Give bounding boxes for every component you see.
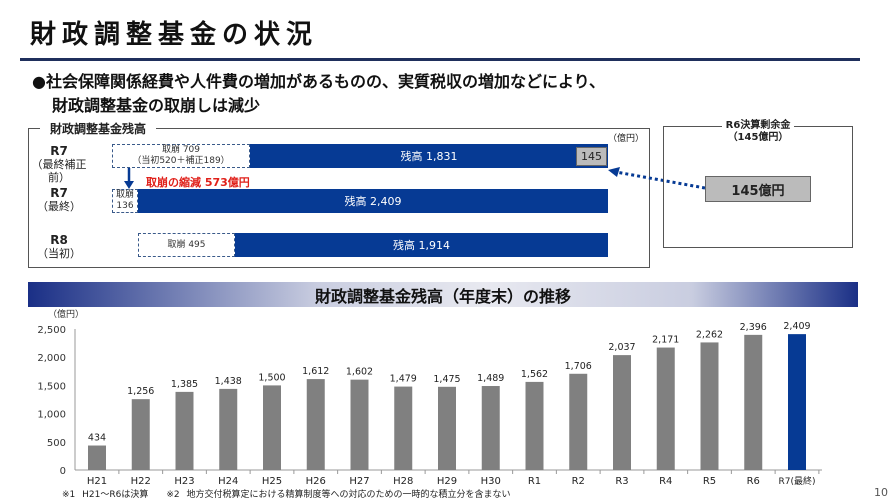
data-label: 1,475 xyxy=(433,374,460,385)
bar-H26 xyxy=(306,379,325,470)
x-tick-label: R7(最終) xyxy=(778,475,815,487)
data-label: 1,489 xyxy=(477,373,504,384)
data-label: 2,171 xyxy=(652,335,679,346)
y-tick-label: 1,500 xyxy=(37,381,66,392)
balance-bar: 残高 1,914 xyxy=(235,233,608,257)
surplus-value: 145億円 xyxy=(705,176,811,202)
data-label: 1,562 xyxy=(521,369,548,380)
data-label: 2,262 xyxy=(696,329,723,340)
x-tick-label: R2 xyxy=(572,476,585,487)
surplus-title: R6決算剰余金 （145億円） xyxy=(663,120,853,144)
data-label: 1,438 xyxy=(215,376,242,387)
data-label: 1,706 xyxy=(565,361,592,372)
bar-H22 xyxy=(131,399,150,470)
bar-R2 xyxy=(569,373,588,470)
bar-H27 xyxy=(350,379,369,470)
x-tick-label: R4 xyxy=(659,476,672,487)
bar-R1 xyxy=(525,381,544,470)
bar-R4 xyxy=(656,347,675,470)
bar-H23 xyxy=(175,391,194,470)
x-tick-label: R1 xyxy=(528,476,541,487)
balance-bar: 残高 1,831 xyxy=(250,144,608,168)
data-label: 2,037 xyxy=(608,342,635,353)
row-label-r7-final: R7 （最終） xyxy=(37,186,81,214)
y-tick-label: 1,000 xyxy=(37,410,66,421)
data-label: 2,409 xyxy=(783,321,810,332)
x-tick-label: H23 xyxy=(174,476,194,487)
x-tick-label: H22 xyxy=(131,476,151,487)
data-label: 2,396 xyxy=(740,322,767,333)
balance-panel xyxy=(28,128,650,268)
bullet-line-2: 財政調整基金の取崩しは減少 xyxy=(52,96,261,115)
x-tick-label: H30 xyxy=(481,476,501,487)
bar-R3 xyxy=(613,355,631,470)
footnote: ※1 H21～R6は決算 ※2 地方交付税算定における精算制度等への対応のための… xyxy=(62,490,511,500)
bar-H21 xyxy=(88,445,106,470)
bar-R7(最終) xyxy=(788,334,806,470)
bar-H25 xyxy=(263,385,281,470)
data-label: 1,385 xyxy=(171,379,198,390)
x-tick-label: R3 xyxy=(615,476,628,487)
y-tick-label: 2,500 xyxy=(37,325,66,336)
row-label-r7-pre: R7 （最終補正前） xyxy=(31,144,87,185)
reduction-note: 取崩の縮減 573億円 xyxy=(146,176,250,189)
x-tick-label: H21 xyxy=(87,476,107,487)
y-tick-label: 0 xyxy=(60,466,66,477)
page-number: 10 xyxy=(874,486,888,499)
title-rule xyxy=(20,58,860,61)
x-tick-label: R5 xyxy=(703,476,716,487)
bar-H28 xyxy=(394,386,413,470)
x-tick-label: H24 xyxy=(218,476,238,487)
x-tick-label: H29 xyxy=(437,476,457,487)
balance-bar: 残高 2,409 xyxy=(138,189,608,213)
page-title: 財政調整基金の状況 xyxy=(30,20,319,50)
bar-R5 xyxy=(700,342,719,470)
bar-R6 xyxy=(744,334,763,470)
y-tick-label: 2,000 xyxy=(37,353,66,364)
bar-H30 xyxy=(481,386,500,470)
bar-H24 xyxy=(219,388,238,470)
data-label: 1,256 xyxy=(127,386,154,397)
panel-unit: （億円） xyxy=(608,134,645,144)
drawdown-box: 取崩 709 （当初520＋補正189） xyxy=(112,144,250,168)
bar-H29 xyxy=(438,386,456,470)
data-label: 1,612 xyxy=(302,366,329,377)
y-tick-label: 500 xyxy=(47,438,66,449)
x-tick-label: R6 xyxy=(747,476,760,487)
bullet-line-1: ●社会保障関係経費や人件費の増加があるものの、実質税収の増加などにより、 xyxy=(32,72,606,91)
data-label: 1,479 xyxy=(390,374,417,385)
data-label: 434 xyxy=(88,433,106,444)
drawdown-box: 取崩 136 xyxy=(112,189,138,213)
data-label: 1,602 xyxy=(346,367,373,378)
chart-banner: 財政調整基金残高（年度末）の推移 xyxy=(28,282,858,307)
data-label: 1,500 xyxy=(258,372,285,383)
arrow-down-icon xyxy=(124,168,134,189)
y-axis-label: （億円） xyxy=(48,308,84,320)
panel-title: 財政調整基金残高 xyxy=(40,120,157,137)
x-tick-label: H27 xyxy=(349,476,369,487)
row-label-r8: R8 （当初） xyxy=(37,233,81,261)
x-tick-label: H25 xyxy=(262,476,282,487)
surplus-box: 145 xyxy=(576,147,607,166)
dotted-arrow-icon xyxy=(608,167,706,190)
x-tick-label: H26 xyxy=(306,476,326,487)
drawdown-box: 取崩 495 xyxy=(138,233,235,257)
balance-chart: （億円） 0 500 1,000 1,500 2,000 2,500 434 H21 1,256 H… xyxy=(37,308,822,487)
x-tick-label: H28 xyxy=(393,476,413,487)
